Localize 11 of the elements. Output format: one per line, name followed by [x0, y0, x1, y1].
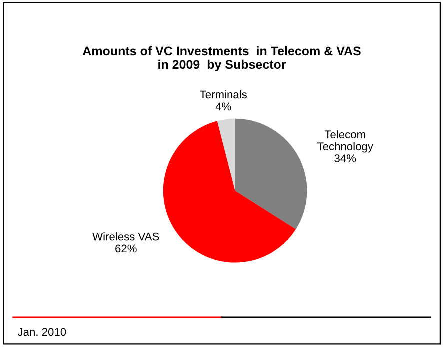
data-label: 34%	[334, 154, 356, 162]
slice-label: Wireless VAS	[92, 232, 160, 241]
pie-slice	[217, 118, 236, 191]
data-label: 62%	[116, 244, 137, 253]
data-label: 4%	[216, 102, 232, 111]
pie-slice	[163, 121, 296, 263]
slice-label: Telecom Technology	[318, 130, 374, 153]
chart-title: Amounts of VC Investments in Telecom & VAS in 2009 by Subsector	[82, 46, 361, 72]
text: Jan. 2010	[18, 328, 66, 336]
pie-slice	[235, 118, 308, 230]
slice-label: Terminals	[200, 90, 247, 99]
